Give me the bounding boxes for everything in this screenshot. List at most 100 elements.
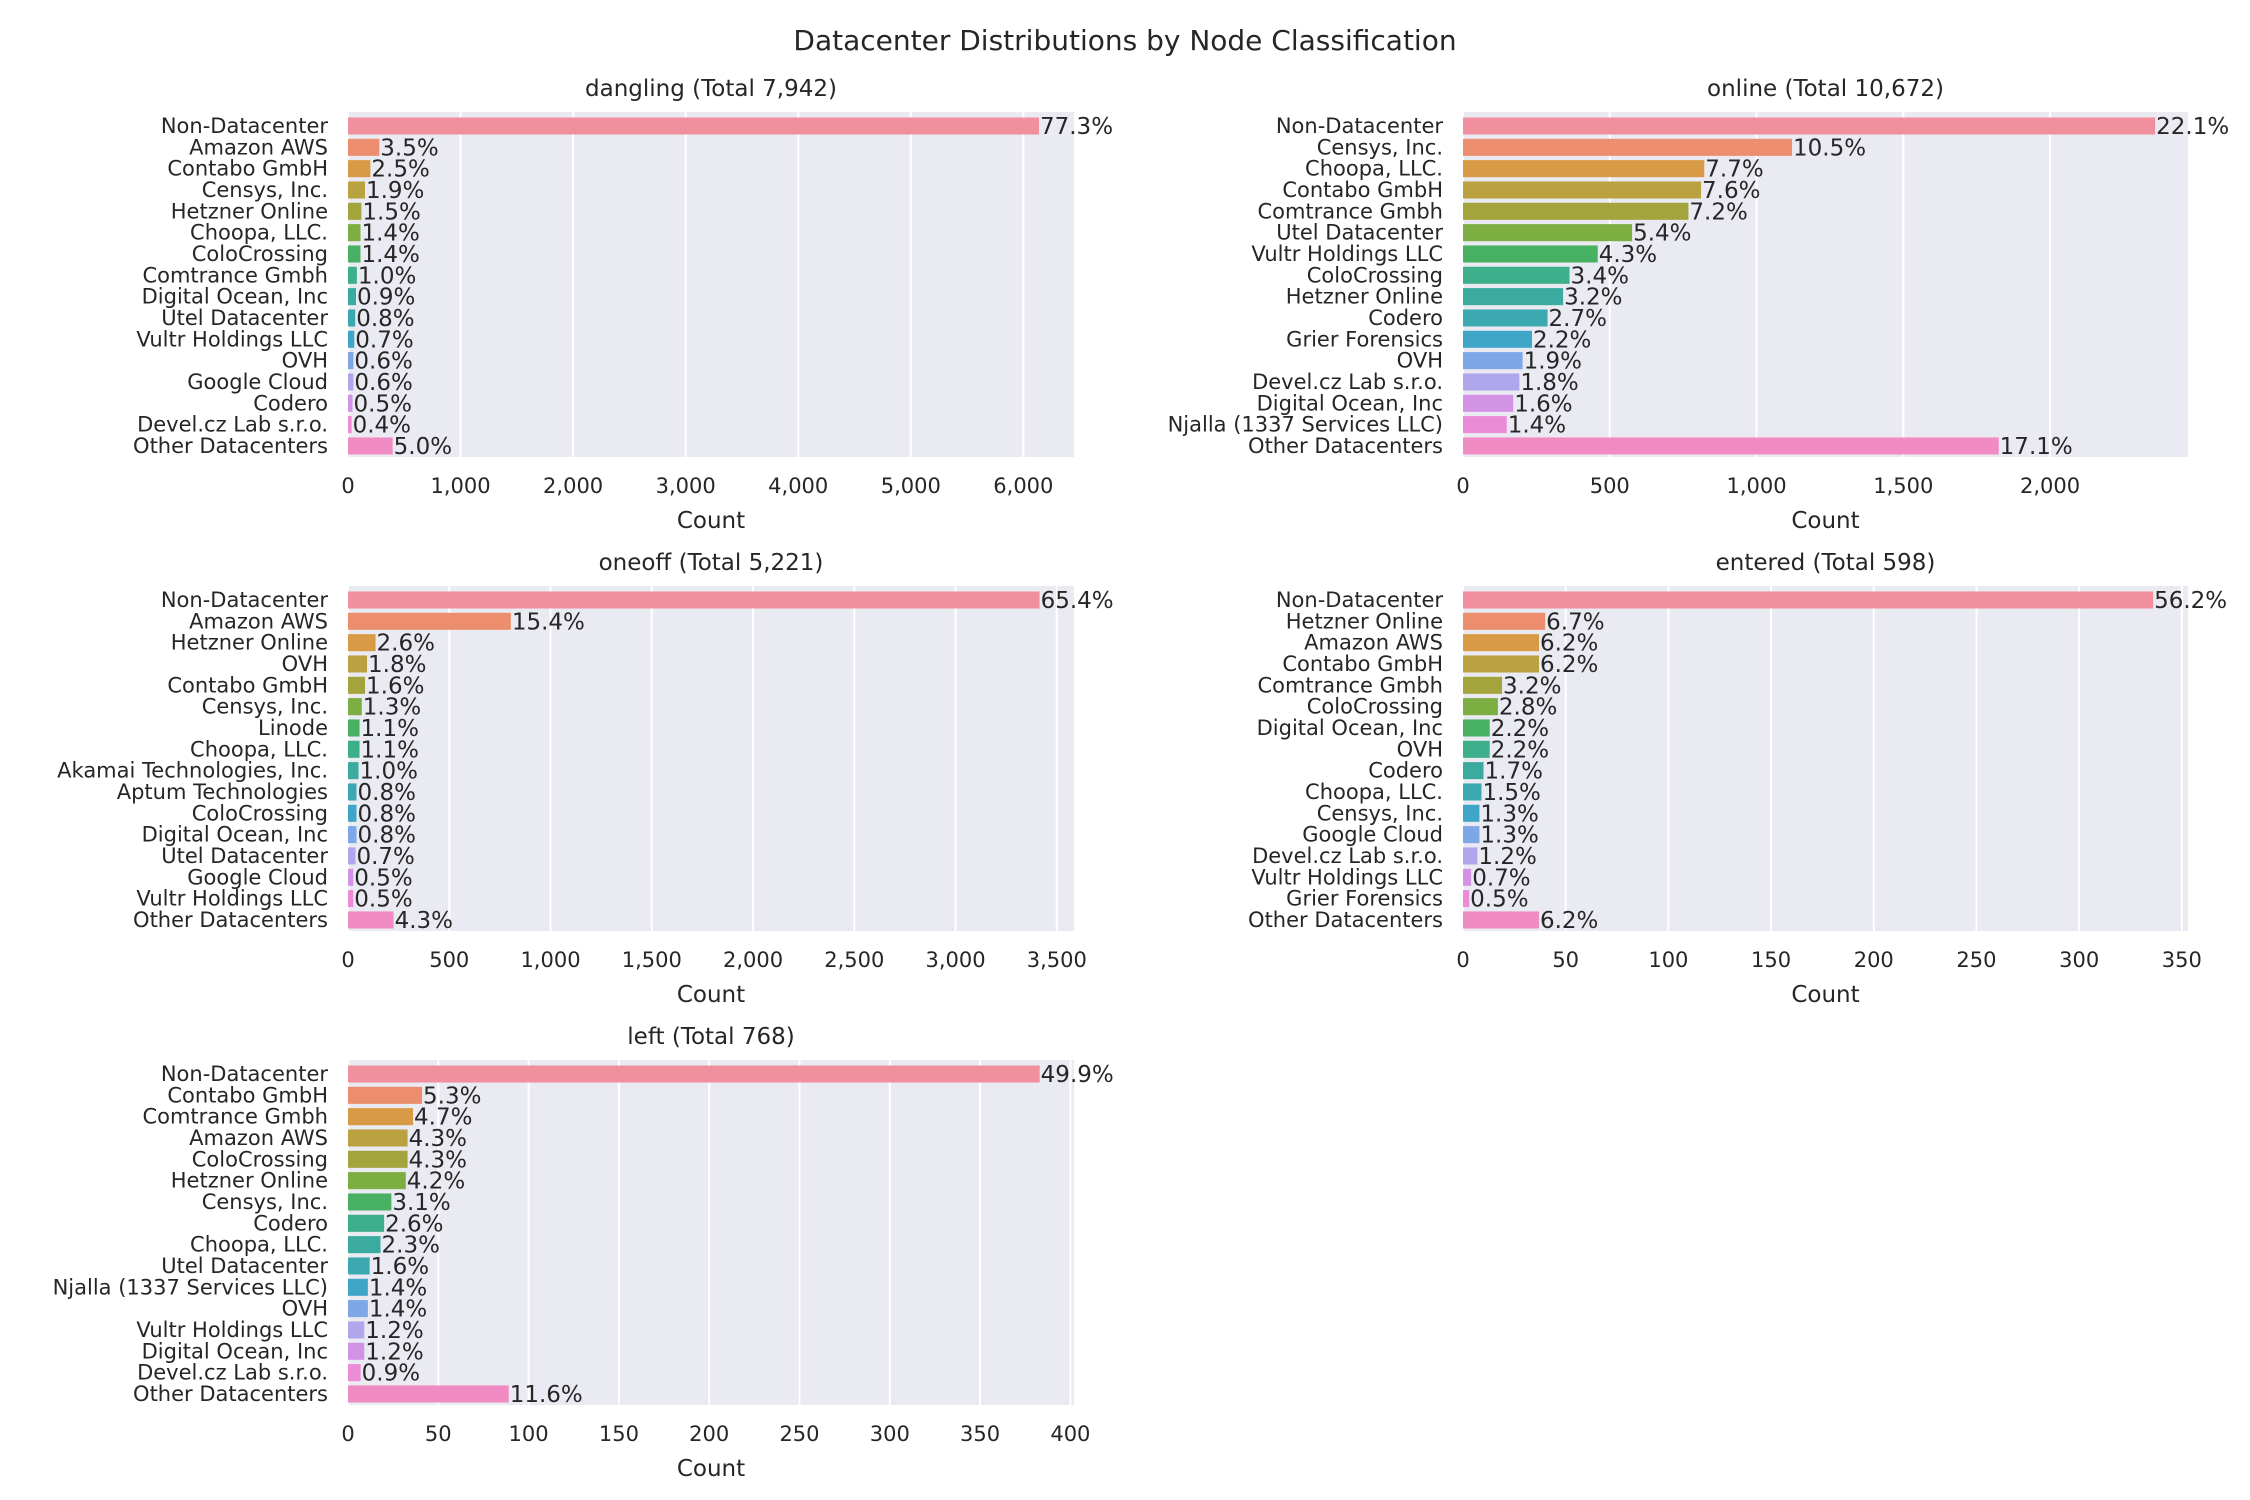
bar <box>348 762 359 780</box>
bar <box>348 1108 414 1126</box>
data-label: 15.4% <box>512 609 585 635</box>
bar <box>348 783 357 801</box>
data-label: 1.3% <box>1480 801 1538 827</box>
x-tick-label: 400 <box>1050 1422 1090 1446</box>
data-label: 49.9% <box>1041 1062 1114 1088</box>
data-label: 2.6% <box>377 631 435 657</box>
data-label: 0.5% <box>354 887 412 913</box>
bar <box>348 181 365 199</box>
subplot-0: 0 1,000 2,000 3,000 4,000 5,000 6,000 dangling … <box>133 76 1113 534</box>
plot-area <box>348 586 1074 931</box>
bar <box>348 655 368 673</box>
category-label: Vultr Holdings LLC <box>136 1318 328 1342</box>
plot-area <box>348 1060 1074 1405</box>
data-label: 0.8% <box>358 823 416 849</box>
bar <box>348 160 371 178</box>
bar <box>1463 612 1546 630</box>
category-label: Choopa, LLC. <box>190 1233 328 1257</box>
subplot-title: online (Total 10,672) <box>1707 76 1944 102</box>
category-label: Devel.cz Lab s.r.o. <box>137 413 328 437</box>
category-label: OVH <box>282 1297 328 1321</box>
data-label: 1.0% <box>358 263 416 289</box>
category-label: Njalla (1337 Services LLC) <box>1168 413 1443 437</box>
bar <box>348 847 356 865</box>
bar <box>1463 416 1507 434</box>
x-tick-label: 250 <box>779 1422 819 1446</box>
data-label: 2.8% <box>1499 695 1557 721</box>
data-label: 6.2% <box>1540 908 1598 934</box>
x-tick-label: 3,500 <box>1027 948 1087 972</box>
category-label: OVH <box>282 652 328 676</box>
bar <box>348 1278 368 1296</box>
bar <box>1463 138 1793 156</box>
data-label: 0.7% <box>356 844 414 870</box>
category-label: Devel.cz Lab s.r.o. <box>137 1361 328 1385</box>
bar <box>348 309 356 327</box>
category-label: Censys, Inc. <box>1317 801 1443 825</box>
data-label: 56.2% <box>2154 588 2227 614</box>
category-label: Utel Datacenter <box>1276 221 1443 245</box>
category-label: Akamai Technologies, Inc. <box>57 759 328 783</box>
x-tick-label: 3,000 <box>925 948 985 972</box>
x-tick-label: 200 <box>1854 948 1894 972</box>
category-label: Non-Datacenter <box>1276 114 1444 138</box>
x-tick-label: 2,000 <box>2020 474 2080 498</box>
x-tick-label: 250 <box>1956 948 1996 972</box>
data-label: 6.2% <box>1540 652 1598 678</box>
bar <box>348 719 360 737</box>
bar <box>348 612 511 630</box>
data-label: 1.1% <box>361 716 419 742</box>
data-label: 1.5% <box>1482 780 1540 806</box>
category-label: Censys, Inc. <box>202 1190 328 1214</box>
category-label: Utel Datacenter <box>161 844 328 868</box>
data-label: 7.6% <box>1702 178 1760 204</box>
category-label: Contabo GmbH <box>167 1083 328 1107</box>
plot-area <box>1463 586 2188 931</box>
data-label: 4.2% <box>407 1169 465 1195</box>
category-label: Choopa, LLC. <box>190 221 328 245</box>
x-tick-label: 1,000 <box>430 474 490 498</box>
category-label: Hetzner Online <box>171 631 328 655</box>
category-label: Hetzner Online <box>171 199 328 223</box>
category-label: Contabo GmbH <box>167 673 328 697</box>
data-label: 7.7% <box>1705 157 1763 183</box>
category-label: Contabo GmbH <box>1282 652 1443 676</box>
data-label: 0.5% <box>1470 887 1528 913</box>
bar <box>348 740 360 758</box>
x-tick-label: 200 <box>689 1422 729 1446</box>
category-label: Choopa, LLC. <box>190 737 328 761</box>
data-label: 1.3% <box>363 695 421 721</box>
bar <box>348 373 354 391</box>
data-label: 7.2% <box>1689 199 1747 225</box>
category-label: Vultr Holdings LLC <box>1251 865 1443 889</box>
subplot-title: dangling (Total 7,942) <box>585 76 837 102</box>
category-label: Aptum Technologies <box>117 780 328 804</box>
bar <box>1463 719 1490 737</box>
x-axis-label: Count <box>677 982 745 1008</box>
bar <box>348 1385 509 1403</box>
category-label: Hetzner Online <box>1286 609 1443 633</box>
data-label: 5.0% <box>394 434 452 460</box>
bar <box>348 1193 392 1211</box>
category-label: Codero <box>1368 759 1443 783</box>
bar <box>348 634 376 652</box>
category-label: ColoCrossing <box>192 801 328 825</box>
data-label: 0.9% <box>362 1361 420 1387</box>
figure-title: Datacenter Distributions by Node Classif… <box>793 24 1457 57</box>
category-label: Other Datacenters <box>1248 434 1443 458</box>
data-label: 0.6% <box>354 370 412 396</box>
category-label: Digital Ocean, Inc <box>142 1339 328 1363</box>
x-tick-label: 4,000 <box>768 474 828 498</box>
bar <box>1463 676 1503 694</box>
category-label: Amazon AWS <box>1304 631 1443 655</box>
data-label: 6.7% <box>1546 609 1604 635</box>
bar <box>348 826 357 844</box>
x-tick-label: 500 <box>429 948 469 972</box>
data-label: 3.5% <box>380 135 438 161</box>
bar <box>348 138 380 156</box>
category-label: Other Datacenters <box>133 908 328 932</box>
subplot-4: 0 50 100 150 200 250 300 350 400 left (Total 768)… <box>53 1024 1114 1482</box>
data-label: 1.4% <box>361 221 419 247</box>
x-tick-label: 1,000 <box>1726 474 1786 498</box>
bar <box>348 266 357 284</box>
